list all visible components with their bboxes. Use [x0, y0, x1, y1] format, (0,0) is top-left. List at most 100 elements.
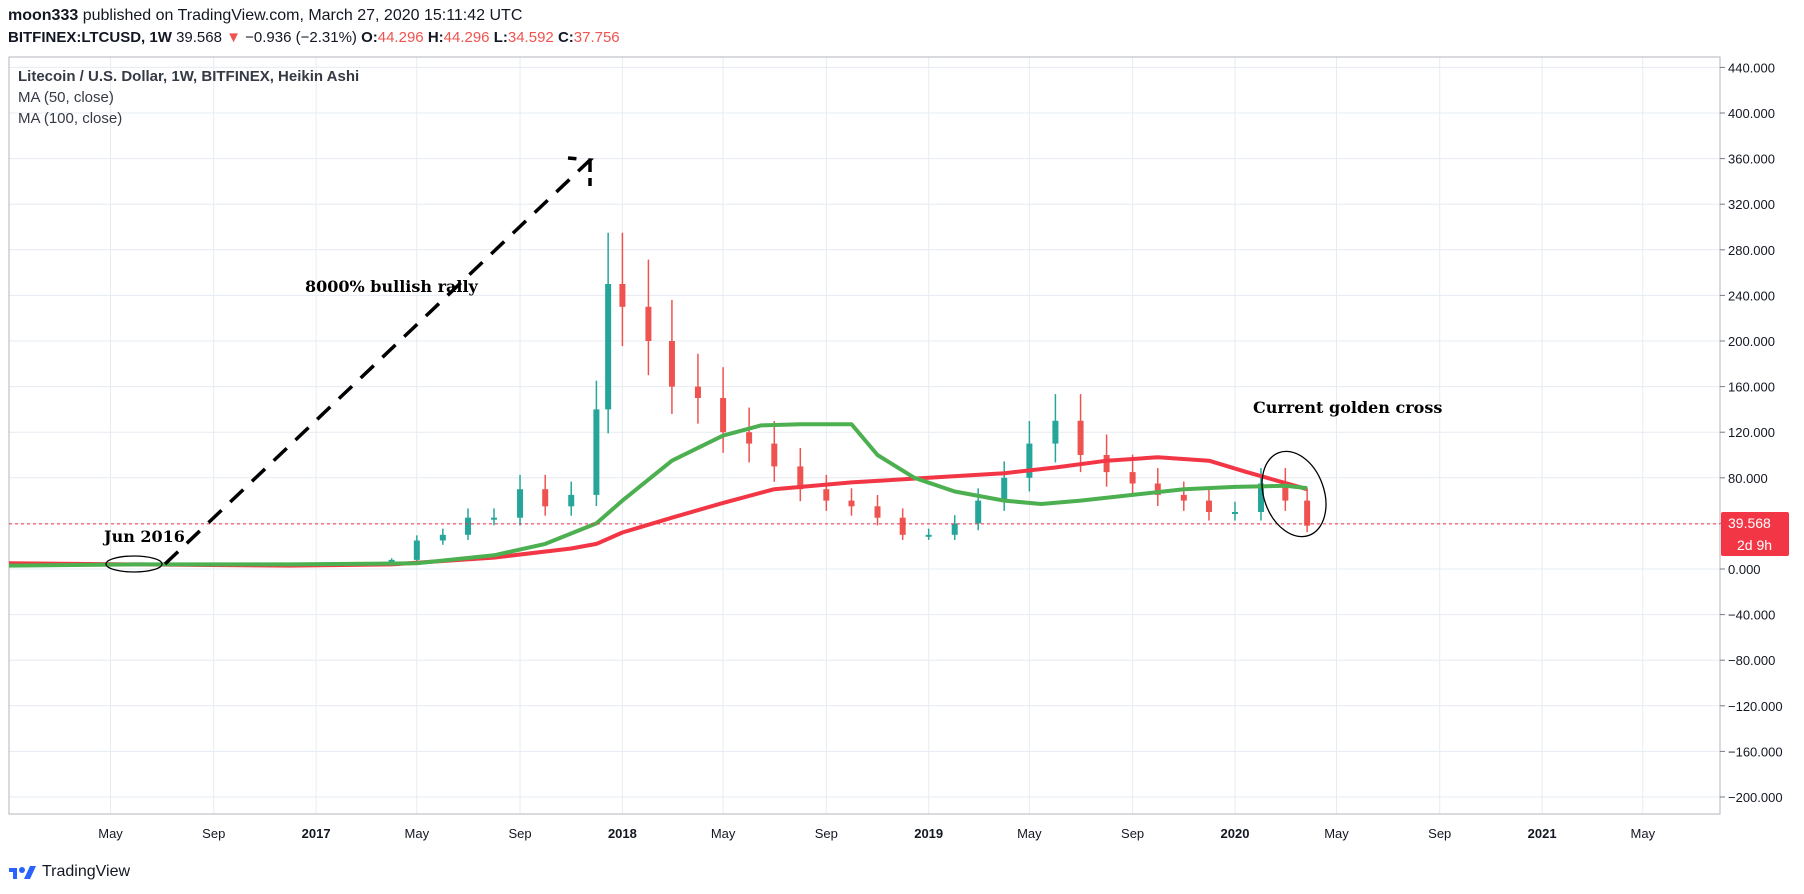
candle-body: [925, 534, 932, 537]
x-tick-label: Sep: [1121, 826, 1144, 841]
publication-line: moon333 published on TradingView.com, Ma…: [8, 4, 620, 28]
candle-body: [1129, 472, 1136, 484]
high-value: 44.296: [443, 29, 490, 46]
candle-body: [1052, 420, 1059, 444]
candle-body: [605, 284, 612, 410]
y-tick-label: 440.000: [1728, 60, 1775, 75]
open-label: O:: [361, 29, 378, 46]
author-name[interactable]: moon333: [8, 7, 79, 24]
chart-header: moon333 published on TradingView.com, Ma…: [8, 4, 620, 50]
x-tick-label: May: [98, 826, 123, 841]
plot-frame: [8, 56, 1721, 815]
symbol-line: BITFINEX:LTCUSD, 1W 39.568 ▼ −0.936 (−2.…: [8, 28, 620, 48]
candle-body: [1282, 483, 1289, 501]
candle-body: [1001, 477, 1008, 501]
candle-body: [746, 432, 753, 444]
y-tick-label: −80.000: [1728, 653, 1775, 668]
candle-body: [593, 409, 600, 495]
rally-arrow-line: [163, 156, 595, 566]
x-tick-label: Sep: [815, 826, 838, 841]
candle-body: [899, 517, 906, 535]
y-tick-label: 0.000: [1728, 562, 1761, 577]
y-tick-label: 280.000: [1728, 243, 1775, 258]
x-tick-label: Sep: [1428, 826, 1451, 841]
legend-ma50[interactable]: MA (50, close): [18, 89, 114, 106]
candle-body: [1231, 512, 1238, 514]
y-tick-label: −40.000: [1728, 608, 1775, 623]
low-value: 34.592: [507, 29, 554, 46]
x-tick-label: 2017: [302, 826, 331, 841]
candle-body: [771, 443, 778, 467]
high-label: H:: [427, 29, 444, 46]
price-tag: 39.568 2d 9h: [1721, 512, 1789, 556]
y-tick-label: 400.000: [1728, 106, 1775, 121]
x-tick-label: May: [1324, 826, 1349, 841]
candle-body: [1180, 494, 1187, 501]
y-axis-ticks: 440.000 400.000 360.000 320.000 280.000 240.0…: [1720, 60, 1783, 805]
published-text: published on TradingView.com, March 27, …: [82, 7, 523, 24]
price-change: −0.936 (−2.31%): [245, 29, 357, 46]
ma50-line: [8, 422, 1308, 568]
candle-body: [645, 306, 652, 341]
brand-name: TradingView: [42, 863, 131, 880]
x-tick-label: Sep: [202, 826, 225, 841]
x-tick-label: 2020: [1221, 826, 1250, 841]
y-tick-label: 120.000: [1728, 425, 1775, 440]
x-axis-ticks: May Sep 2017 May Sep 2018 May Sep 2019 May Sep 2020…: [98, 826, 1655, 841]
x-tick-label: 2018: [608, 826, 637, 841]
candle-body: [465, 517, 472, 535]
y-tick-label: −160.000: [1728, 744, 1783, 759]
open-value: 44.296: [377, 29, 424, 46]
candle-body: [568, 494, 575, 507]
legend-ma100[interactable]: MA (100, close): [18, 110, 123, 127]
rally-annotation: 8000% bullish rally: [305, 277, 479, 296]
candle-body: [491, 517, 498, 520]
symbol-label: BITFINEX:LTCUSD, 1W: [8, 29, 172, 46]
x-tick-label: 2021: [1528, 826, 1557, 841]
candle-body: [668, 341, 675, 387]
x-tick-label: 2019: [914, 826, 943, 841]
down-arrow-icon: ▼: [226, 29, 241, 46]
candle-body: [1103, 455, 1110, 473]
price-chart[interactable]: 440.000 400.000 360.000 320.000 280.000 240.0…: [0, 0, 1804, 860]
x-tick-label: May: [405, 826, 430, 841]
x-tick-label: May: [711, 826, 736, 841]
candle-body: [848, 500, 855, 507]
close-label: C:: [557, 29, 574, 46]
candle-body: [1304, 500, 1311, 526]
candle-body: [1077, 420, 1084, 455]
candle-body: [874, 506, 881, 518]
low-label: L:: [493, 29, 508, 46]
y-tick-label: 160.000: [1728, 380, 1775, 395]
candle-body: [619, 284, 626, 307]
candle-body: [951, 523, 958, 535]
candle-body: [1154, 483, 1161, 495]
candle-body: [542, 489, 549, 507]
y-tick-label: −120.000: [1728, 699, 1783, 714]
candle-body: [1205, 500, 1212, 512]
x-tick-label: Sep: [508, 826, 531, 841]
y-tick-label: 200.000: [1728, 334, 1775, 349]
candle-body: [975, 500, 982, 524]
y-tick-label: 80.000: [1728, 471, 1768, 486]
candle-body: [694, 386, 701, 398]
brand[interactable]: TradingView: [8, 860, 130, 884]
candle-body: [439, 534, 446, 541]
candle-body: [517, 489, 524, 518]
candle-body: [1257, 483, 1264, 512]
price-tag-countdown: 2d 9h: [1737, 537, 1772, 553]
y-tick-label: 320.000: [1728, 197, 1775, 212]
candlestick-series: [339, 232, 1311, 567]
candle-body: [720, 398, 727, 433]
x-tick-label: May: [1631, 826, 1656, 841]
y-tick-label: 360.000: [1728, 152, 1775, 167]
close-value: 37.756: [573, 29, 620, 46]
price-tag-value: 39.568: [1728, 515, 1771, 531]
golden-cross-annotation: Current golden cross: [1253, 398, 1442, 417]
jun-2016-annotation: Jun 2016: [102, 527, 185, 546]
y-tick-label: −200.000: [1728, 790, 1783, 805]
x-tick-label: May: [1017, 826, 1042, 841]
tradingview-logo-icon: [9, 866, 36, 879]
legend-title: Litecoin / U.S. Dollar, 1W, BITFINEX, He…: [18, 68, 360, 85]
candle-body: [823, 489, 830, 501]
